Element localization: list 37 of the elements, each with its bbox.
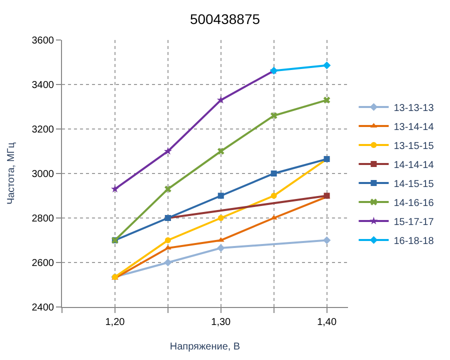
point <box>164 237 171 244</box>
y-tick-label: 3600 <box>32 36 54 46</box>
y-tick-label: 3400 <box>32 80 54 91</box>
legend-label: 13-13-13 <box>394 102 434 114</box>
x-tick-label: 1,40 <box>317 317 337 328</box>
legend-label: 15-17-17 <box>394 216 434 228</box>
point <box>217 148 224 155</box>
x-tick-label: 1,30 <box>211 317 232 328</box>
legend-label: 13-15-15 <box>394 140 434 152</box>
point <box>218 192 224 199</box>
point <box>218 215 224 221</box>
legend-label: 16-18-18 <box>394 236 434 247</box>
legend-label: 13-14-14 <box>394 122 434 133</box>
chart-title: 500438875 <box>190 11 260 28</box>
point <box>216 244 225 252</box>
point <box>164 258 172 266</box>
y-axis-title: Частота, МГц <box>6 142 17 205</box>
point <box>270 192 277 199</box>
y-tick-label: 3000 <box>32 169 54 180</box>
point <box>322 236 331 244</box>
point <box>323 96 330 104</box>
point <box>216 96 225 104</box>
point <box>164 186 172 192</box>
point <box>164 147 172 155</box>
x-tick-label: 1,20 <box>105 317 126 328</box>
y-tick-label: 2800 <box>32 214 54 224</box>
y-tick-label: 2600 <box>32 258 54 269</box>
point <box>270 112 278 120</box>
x-axis-title: Напряжение, В <box>170 342 240 352</box>
point <box>110 184 119 192</box>
legend-label: 14-15-15 <box>394 178 434 190</box>
legend-label: 14-16-16 <box>394 198 434 209</box>
point <box>270 170 277 176</box>
legend-label: 14-14-14 <box>394 160 434 171</box>
y-tick-label: 2400 <box>32 302 54 314</box>
point <box>322 61 331 70</box>
y-tick-label: 3200 <box>32 124 54 136</box>
